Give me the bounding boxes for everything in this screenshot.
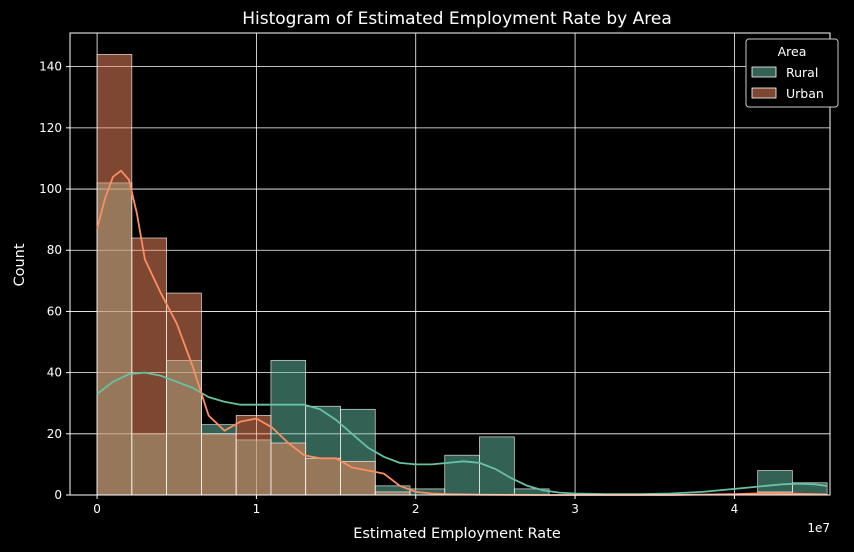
y-tick-label-0: 0 (54, 488, 62, 502)
legend-label-urban: Urban (786, 86, 824, 101)
urban-bar-0 (96, 54, 133, 496)
axes-frame (69, 32, 831, 496)
y-tick-label-6: 120 (39, 121, 62, 135)
rural-kde-line (96, 371, 827, 496)
y-tick-label-2: 40 (47, 366, 62, 380)
y-tick-label-7: 140 (39, 60, 62, 74)
y-tick-label-1: 20 (47, 427, 62, 441)
rural-bar-19 (757, 470, 793, 496)
urban-bar-4 (235, 415, 272, 496)
legend-title: Area (778, 44, 807, 59)
legend-label-rural: Rural (786, 65, 818, 80)
x-axis-ticks: 0 1 2 3 4 (93, 495, 738, 516)
plot-frame (69, 32, 831, 496)
legend: Area Rural Urban (745, 38, 839, 108)
x-tick-label-4: 4 (731, 502, 739, 516)
y-tick-label-5: 100 (39, 182, 62, 196)
urban-bars (96, 54, 793, 496)
urban-bar-5 (270, 442, 307, 496)
x-tick-label-0: 0 (93, 502, 101, 516)
y-axis-label: Count (12, 243, 28, 286)
urban-bar-3 (201, 433, 237, 496)
urban-bar-6 (305, 457, 341, 496)
legend-swatch-urban (751, 87, 777, 99)
rural-bar-11 (479, 436, 515, 496)
urban-bar-7 (340, 460, 376, 496)
x-axis-label: Estimated Employment Rate (353, 526, 561, 542)
urban-bar-2 (166, 292, 202, 496)
y-tick-label-4: 80 (47, 243, 62, 257)
urban-bar-1 (131, 237, 167, 496)
x-scale-label: 1e7 (807, 521, 830, 535)
x-tick-label-1: 1 (253, 502, 261, 516)
y-axis-ticks: 0 20 40 60 80 100 120 140 (39, 60, 70, 502)
x-tick-label-3: 3 (571, 502, 579, 516)
legend-swatch-rural (751, 66, 777, 78)
chart-title: Histogram of Estimated Employment Rate b… (242, 9, 672, 29)
y-tick-label-3: 60 (47, 304, 62, 318)
x-tick-label-2: 2 (412, 502, 420, 516)
